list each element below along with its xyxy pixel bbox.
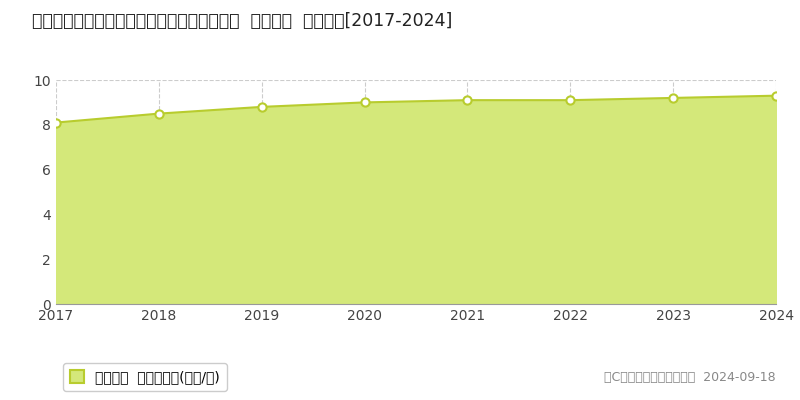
Point (564, 97, 577, 103)
Point (153, 110, 166, 117)
Point (358, 99, 371, 106)
Point (666, 95, 679, 101)
Text: 大分県宇佐市大字葛原字東ノ田２３４番１外  公示地価  地価推移[2017-2024]: 大分県宇佐市大字葛原字東ノ田２３４番１外 公示地価 地価推移[2017-2024… (32, 12, 452, 30)
Point (461, 97, 474, 103)
Point (255, 104, 268, 110)
Point (770, 92, 782, 99)
Point (50, 119, 62, 126)
Legend: 公示地価  平均坪単価(万円/坪): 公示地価 平均坪単価(万円/坪) (63, 363, 226, 391)
Text: （C）土地価格ドットコム  2024-09-18: （C）土地価格ドットコム 2024-09-18 (604, 371, 776, 384)
